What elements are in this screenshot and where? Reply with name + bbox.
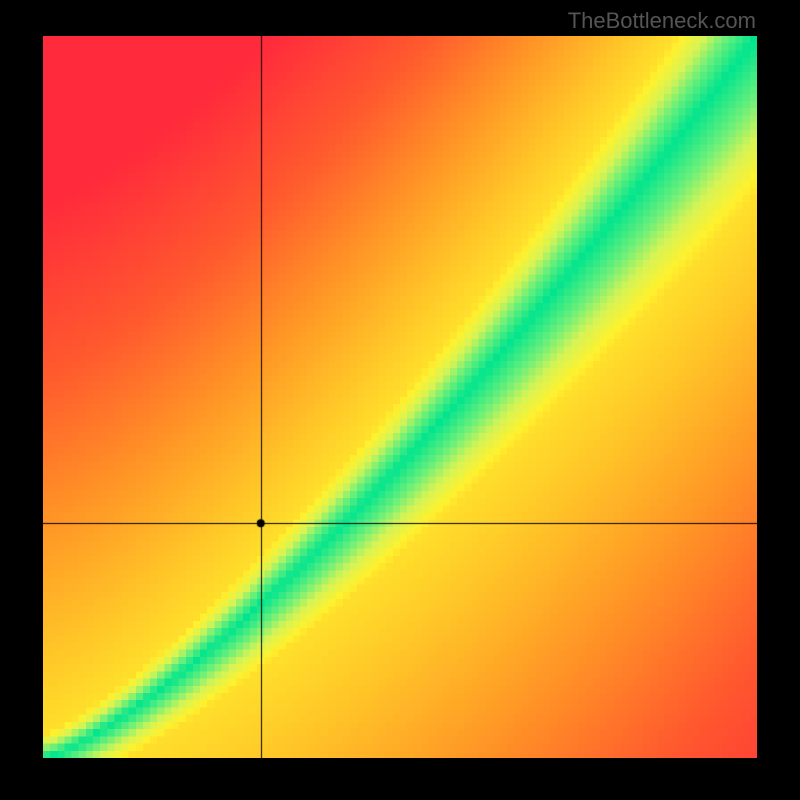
watermark-text: TheBottleneck.com — [568, 8, 756, 34]
chart-container: TheBottleneck.com — [0, 0, 800, 800]
bottleneck-heatmap — [43, 36, 757, 758]
